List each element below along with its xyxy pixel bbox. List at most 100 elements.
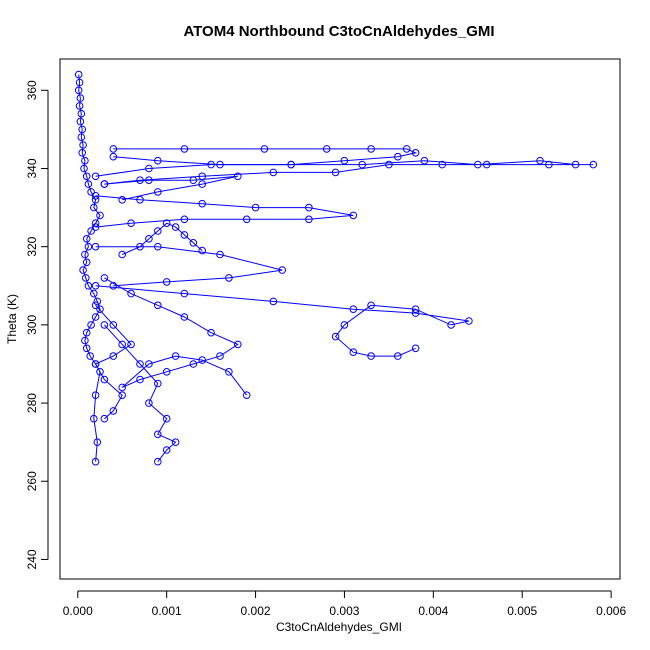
data-point (109, 352, 118, 360)
data-point (154, 379, 162, 388)
data-point (367, 352, 375, 360)
data-point (394, 152, 402, 161)
data-point (79, 266, 87, 274)
data-point (402, 145, 411, 153)
data-point (171, 352, 180, 360)
data-point (82, 172, 91, 181)
data-point (87, 227, 95, 235)
data-point (145, 360, 153, 368)
data-point (91, 360, 100, 368)
data-point (180, 313, 189, 321)
data-point (269, 168, 278, 177)
data-point (411, 344, 420, 353)
data-point (162, 219, 171, 227)
data-point (96, 305, 104, 314)
y-tick-label: 360 (25, 80, 39, 100)
data-point (118, 340, 126, 349)
data-point (305, 203, 313, 212)
y-tick-label: 320 (25, 236, 39, 256)
data-point (75, 78, 84, 87)
data-point (411, 305, 420, 314)
data-point (180, 145, 189, 153)
data-point (91, 457, 100, 466)
data-point (136, 242, 144, 251)
data-point (78, 149, 86, 157)
data-point (198, 199, 206, 208)
data-point (75, 102, 84, 110)
series-line-4 (95, 195, 354, 228)
data-point (81, 336, 89, 345)
data-point (465, 317, 473, 325)
data-point (349, 348, 358, 357)
data-point (145, 176, 153, 184)
data-point (242, 215, 251, 224)
data-point (225, 368, 233, 376)
plot-frame (59, 58, 621, 580)
data-point (171, 438, 180, 447)
x-tick-label: 0.002 (241, 604, 271, 618)
data-point (589, 160, 598, 169)
series-line-9 (94, 304, 132, 420)
data-point (438, 160, 447, 169)
data-point (340, 321, 349, 329)
series-line-8 (104, 324, 177, 463)
data-point (180, 289, 189, 298)
y-axis-label: Theta (K) (5, 294, 19, 344)
x-tick-label: 0.006 (596, 604, 626, 618)
data-point (180, 231, 189, 239)
data-point (411, 309, 420, 317)
data-point (154, 301, 162, 310)
data-point (74, 70, 83, 79)
data-point (87, 188, 95, 196)
data-point (90, 414, 98, 423)
data-point (251, 203, 260, 212)
data-point (189, 360, 198, 368)
data-point (154, 188, 162, 196)
data-point (536, 156, 544, 165)
data-point (93, 438, 102, 447)
data-point (80, 164, 88, 173)
data-point (331, 332, 340, 341)
x-tick-label: 0.004 (418, 604, 448, 618)
data-point (225, 274, 233, 282)
data-point (91, 223, 100, 231)
data-point (234, 172, 242, 181)
data-point (118, 196, 126, 204)
data-point (305, 215, 313, 224)
data-point (154, 227, 162, 235)
data-point (331, 168, 340, 177)
data-point (162, 278, 171, 286)
data-point (420, 156, 429, 165)
data-point (81, 250, 89, 259)
data-point (260, 145, 269, 153)
data-point (234, 340, 242, 349)
x-axis-label: C3toCnAldehydes_GMI (276, 620, 402, 634)
data-point (109, 152, 118, 161)
y-tick-label: 300 (25, 315, 39, 335)
data-point (367, 301, 375, 310)
data-point (127, 219, 135, 227)
series-line-1 (78, 74, 101, 462)
data-point (189, 176, 198, 184)
data-point (91, 172, 100, 181)
series-line-7 (104, 277, 248, 396)
data-point (77, 133, 86, 141)
data-point (74, 86, 83, 95)
data-point (474, 160, 482, 169)
data-point (136, 375, 144, 384)
data-point (90, 203, 98, 212)
data-point (162, 446, 171, 454)
data-point (242, 391, 251, 400)
data-point (109, 145, 118, 153)
y-tick-label: 340 (25, 158, 39, 178)
data-point (349, 305, 358, 314)
chart-title: ATOM4 Northbound C3toCnAldehydes_GMI (183, 23, 494, 40)
data-point (145, 399, 153, 407)
data-point (84, 180, 93, 188)
series-line-6 (95, 285, 470, 357)
data-point (91, 192, 100, 200)
data-point (81, 156, 89, 165)
data-point (100, 180, 109, 188)
data-point (198, 246, 206, 255)
